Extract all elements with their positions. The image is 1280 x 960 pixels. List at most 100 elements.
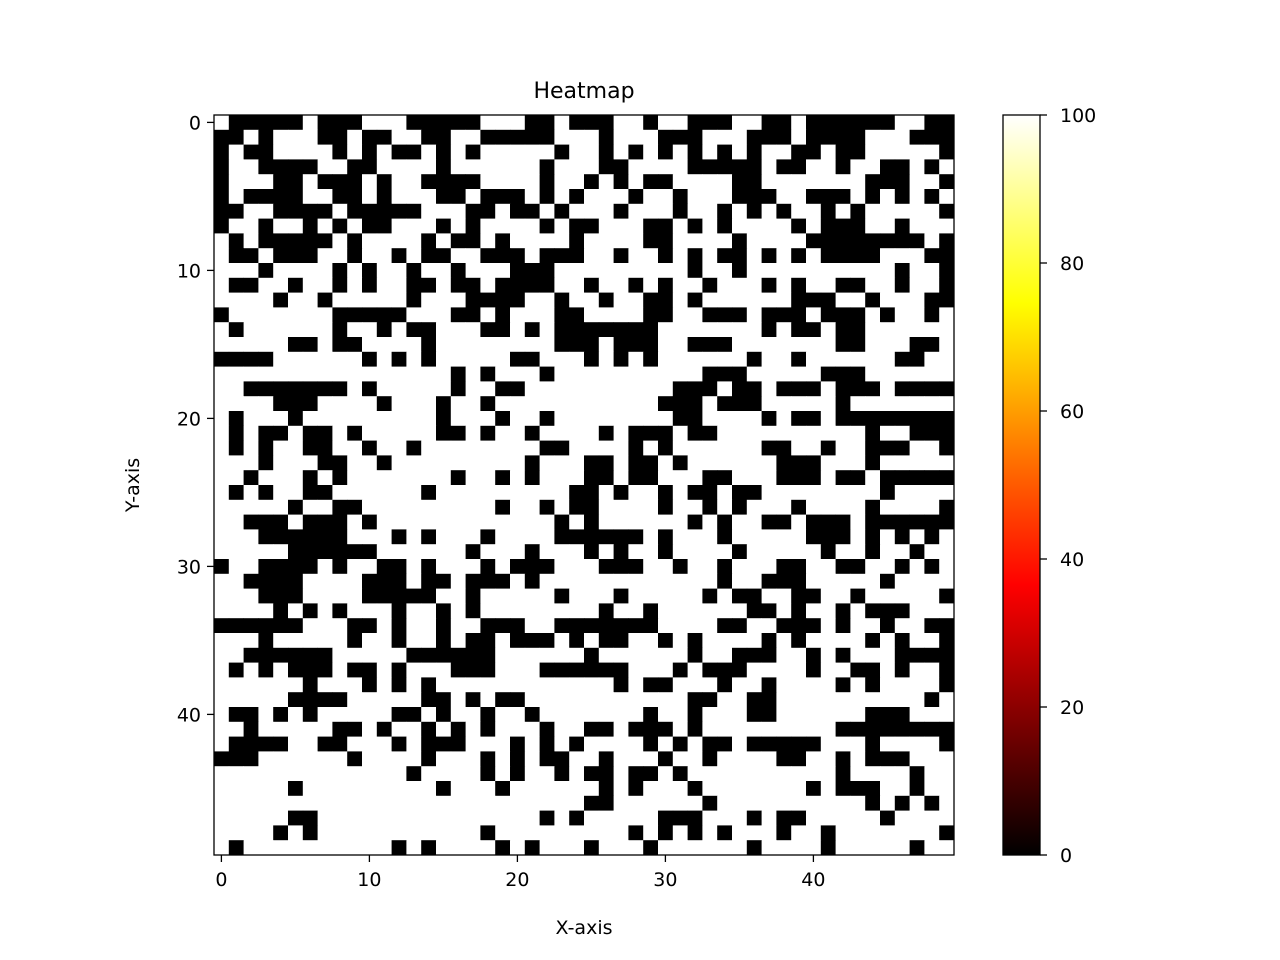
- heatmap-cell: [672, 411, 688, 427]
- heatmap-cell: [258, 203, 274, 219]
- heatmap-cell: [672, 425, 688, 441]
- heatmap-cell: [939, 218, 955, 234]
- heatmap-cell: [317, 499, 333, 515]
- heatmap-cell: [761, 766, 777, 782]
- heatmap-cell: [658, 425, 674, 441]
- heatmap-cell: [613, 189, 629, 205]
- heatmap-cell: [820, 810, 836, 826]
- heatmap-cell: [480, 810, 496, 826]
- heatmap-cell: [317, 677, 333, 693]
- heatmap-cell: [214, 573, 230, 589]
- heatmap-cell: [643, 233, 659, 249]
- heatmap-cell: [939, 514, 955, 530]
- heatmap-cell: [391, 514, 407, 530]
- heatmap-cell: [332, 485, 348, 501]
- heatmap-cell: [554, 366, 570, 382]
- heatmap-cell: [909, 514, 925, 530]
- heatmap-cell: [672, 662, 688, 678]
- heatmap-cell: [894, 203, 910, 219]
- heatmap-cell: [865, 677, 881, 693]
- heatmap-cell: [421, 411, 437, 427]
- heatmap-cell: [924, 425, 940, 441]
- heatmap-cell: [228, 766, 244, 782]
- heatmap-cell: [421, 455, 437, 471]
- heatmap-cell: [598, 470, 614, 486]
- heatmap-cell: [672, 677, 688, 693]
- heatmap-cell: [880, 499, 896, 515]
- heatmap-cell: [436, 322, 452, 338]
- heatmap-cell: [214, 337, 230, 353]
- heatmap-cell: [672, 292, 688, 308]
- heatmap-cell: [347, 455, 363, 471]
- heatmap-cell: [495, 307, 511, 323]
- heatmap-cell: [317, 411, 333, 427]
- heatmap-cell: [643, 514, 659, 530]
- heatmap-cell: [835, 573, 851, 589]
- heatmap-cell: [717, 559, 733, 575]
- heatmap-cell: [480, 677, 496, 693]
- heatmap-cell: [465, 618, 481, 634]
- heatmap-cell: [465, 514, 481, 530]
- heatmap-cell: [465, 603, 481, 619]
- heatmap-cell: [450, 736, 466, 752]
- heatmap-cell: [717, 396, 733, 412]
- heatmap-cell: [850, 751, 866, 767]
- heatmap-cell: [436, 411, 452, 427]
- heatmap-cell: [510, 544, 526, 560]
- heatmap-cell: [406, 766, 422, 782]
- heatmap-cell: [480, 707, 496, 723]
- heatmap-cell: [406, 425, 422, 441]
- heatmap-cell: [421, 337, 437, 353]
- heatmap-cell: [613, 485, 629, 501]
- heatmap-cell: [347, 189, 363, 205]
- heatmap-cell: [643, 144, 659, 160]
- heatmap-cell: [806, 189, 822, 205]
- heatmap-cell: [273, 218, 289, 234]
- heatmap-cell: [510, 381, 526, 397]
- heatmap-cell: [569, 707, 585, 723]
- heatmap-cell: [302, 677, 318, 693]
- heatmap-cell: [302, 440, 318, 456]
- heatmap-cell: [909, 662, 925, 678]
- heatmap-cell: [421, 529, 437, 545]
- heatmap-cell: [332, 322, 348, 338]
- heatmap-cell: [228, 203, 244, 219]
- heatmap-cell: [806, 573, 822, 589]
- heatmap-cell: [539, 514, 555, 530]
- heatmap-cell: [436, 707, 452, 723]
- heatmap-cell: [672, 603, 688, 619]
- heatmap-cell: [569, 618, 585, 634]
- heatmap-cell: [613, 707, 629, 723]
- heatmap-cell: [643, 781, 659, 797]
- heatmap-cell: [450, 529, 466, 545]
- heatmap-cell: [909, 189, 925, 205]
- heatmap-cell: [613, 544, 629, 560]
- heatmap-cell: [850, 337, 866, 353]
- heatmap-cell: [288, 292, 304, 308]
- heatmap-cell: [495, 736, 511, 752]
- heatmap-cell: [865, 292, 881, 308]
- heatmap-cell: [465, 677, 481, 693]
- heatmap-cell: [554, 721, 570, 737]
- heatmap-cell: [880, 159, 896, 175]
- heatmap-cell: [362, 514, 378, 530]
- heatmap-cell: [672, 514, 688, 530]
- heatmap-cell: [450, 618, 466, 634]
- heatmap-cell: [228, 485, 244, 501]
- heatmap-cell: [465, 396, 481, 412]
- heatmap-cell: [732, 514, 748, 530]
- heatmap-cell: [510, 677, 526, 693]
- heatmap-cell: [376, 159, 392, 175]
- heatmap-cell: [776, 736, 792, 752]
- heatmap-cell: [761, 411, 777, 427]
- heatmap-cell: [243, 411, 259, 427]
- heatmap-cell: [450, 115, 466, 131]
- heatmap-cell: [939, 322, 955, 338]
- heatmap-cell: [539, 425, 555, 441]
- heatmap-cell: [717, 292, 733, 308]
- heatmap-cell: [687, 514, 703, 530]
- heatmap-cell: [465, 781, 481, 797]
- heatmap-cell: [302, 470, 318, 486]
- heatmap-cell: [302, 292, 318, 308]
- heatmap-cell: [746, 795, 762, 811]
